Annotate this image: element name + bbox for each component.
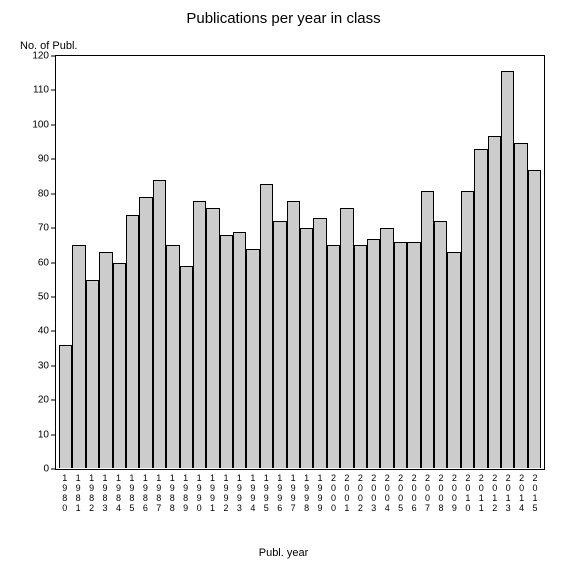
x-tick-label: 1990 bbox=[192, 470, 205, 540]
bar bbox=[126, 215, 139, 468]
y-tick-label: 10 bbox=[9, 429, 49, 440]
bar bbox=[59, 345, 72, 468]
bar bbox=[86, 280, 99, 468]
x-tick-label: 1999 bbox=[313, 470, 326, 540]
x-tick-label: 2013 bbox=[501, 470, 514, 540]
x-tick-label: 1982 bbox=[85, 470, 98, 540]
x-tick-label: 1988 bbox=[166, 470, 179, 540]
x-tick-label: 1991 bbox=[206, 470, 219, 540]
bar bbox=[447, 252, 460, 468]
plot-area bbox=[55, 55, 545, 470]
bar bbox=[340, 208, 353, 468]
x-tick-label: 1984 bbox=[112, 470, 125, 540]
y-tick-label: 50 bbox=[9, 291, 49, 302]
y-tick-label: 120 bbox=[9, 51, 49, 62]
x-tick-label: 2014 bbox=[515, 470, 528, 540]
x-axis-ticks: 1980198119821983198419851986198719881989… bbox=[55, 470, 545, 540]
bar bbox=[72, 245, 85, 468]
bar bbox=[287, 201, 300, 468]
y-tick-label: 110 bbox=[9, 85, 49, 96]
x-tick-label: 1989 bbox=[179, 470, 192, 540]
y-tick-label: 60 bbox=[9, 257, 49, 268]
bar bbox=[367, 239, 380, 468]
y-tick-label: 40 bbox=[9, 326, 49, 337]
y-tick-label: 20 bbox=[9, 395, 49, 406]
y-tick-label: 0 bbox=[9, 464, 49, 475]
bar bbox=[313, 218, 326, 468]
bar bbox=[528, 170, 541, 468]
x-tick-label: 2000 bbox=[327, 470, 340, 540]
x-tick-label: 2012 bbox=[488, 470, 501, 540]
x-tick-label: 1983 bbox=[98, 470, 111, 540]
x-tick-label: 2011 bbox=[475, 470, 488, 540]
y-axis-ticks: 0102030405060708090100110120 bbox=[0, 55, 55, 470]
x-tick-label: 1996 bbox=[273, 470, 286, 540]
bar bbox=[327, 245, 340, 468]
bar bbox=[233, 232, 246, 468]
y-tick-label: 70 bbox=[9, 223, 49, 234]
x-tick-label: 1986 bbox=[139, 470, 152, 540]
bar bbox=[113, 263, 126, 469]
x-tick-label: 1980 bbox=[58, 470, 71, 540]
bar bbox=[260, 184, 273, 468]
x-tick-label: 2003 bbox=[367, 470, 380, 540]
x-tick-label: 2008 bbox=[434, 470, 447, 540]
bar bbox=[394, 242, 407, 468]
y-tick-label: 80 bbox=[9, 188, 49, 199]
x-tick-label: 1998 bbox=[300, 470, 313, 540]
bar bbox=[407, 242, 420, 468]
x-tick-label: 2007 bbox=[421, 470, 434, 540]
bar bbox=[220, 235, 233, 468]
x-tick-label: 2004 bbox=[381, 470, 394, 540]
x-tick-label: 1981 bbox=[71, 470, 84, 540]
x-axis-label: Publ. year bbox=[0, 547, 567, 559]
y-tick-label: 30 bbox=[9, 360, 49, 371]
x-tick-label: 1985 bbox=[125, 470, 138, 540]
x-tick-label: 2010 bbox=[461, 470, 474, 540]
bar bbox=[99, 252, 112, 468]
bar bbox=[434, 221, 447, 468]
x-tick-label: 1993 bbox=[233, 470, 246, 540]
bar bbox=[461, 191, 474, 468]
x-tick-label: 1992 bbox=[219, 470, 232, 540]
y-tick-label: 90 bbox=[9, 154, 49, 165]
x-tick-label: 2009 bbox=[448, 470, 461, 540]
bar bbox=[354, 245, 367, 468]
bar bbox=[300, 228, 313, 468]
bar bbox=[193, 201, 206, 468]
x-tick-label: 2006 bbox=[407, 470, 420, 540]
x-tick-label: 2001 bbox=[340, 470, 353, 540]
bar bbox=[166, 245, 179, 468]
x-tick-label: 1995 bbox=[260, 470, 273, 540]
bar bbox=[514, 143, 527, 468]
bar bbox=[206, 208, 219, 468]
chart-container: Publications per year in class No. of Pu… bbox=[0, 0, 567, 567]
bar bbox=[153, 180, 166, 468]
x-tick-label: 1997 bbox=[286, 470, 299, 540]
bar bbox=[380, 228, 393, 468]
chart-title: Publications per year in class bbox=[0, 10, 567, 27]
x-tick-label: 1994 bbox=[246, 470, 259, 540]
bar bbox=[474, 149, 487, 468]
bar bbox=[246, 249, 259, 468]
bars-wrap bbox=[57, 57, 543, 468]
bar bbox=[421, 191, 434, 468]
y-tick-label: 100 bbox=[9, 119, 49, 130]
bar bbox=[139, 197, 152, 468]
x-tick-label: 2002 bbox=[354, 470, 367, 540]
bar bbox=[180, 266, 193, 468]
bar bbox=[273, 221, 286, 468]
x-tick-label: 2015 bbox=[528, 470, 541, 540]
bar bbox=[501, 71, 514, 468]
bar bbox=[488, 136, 501, 468]
x-tick-label: 1987 bbox=[152, 470, 165, 540]
x-tick-label: 2005 bbox=[394, 470, 407, 540]
